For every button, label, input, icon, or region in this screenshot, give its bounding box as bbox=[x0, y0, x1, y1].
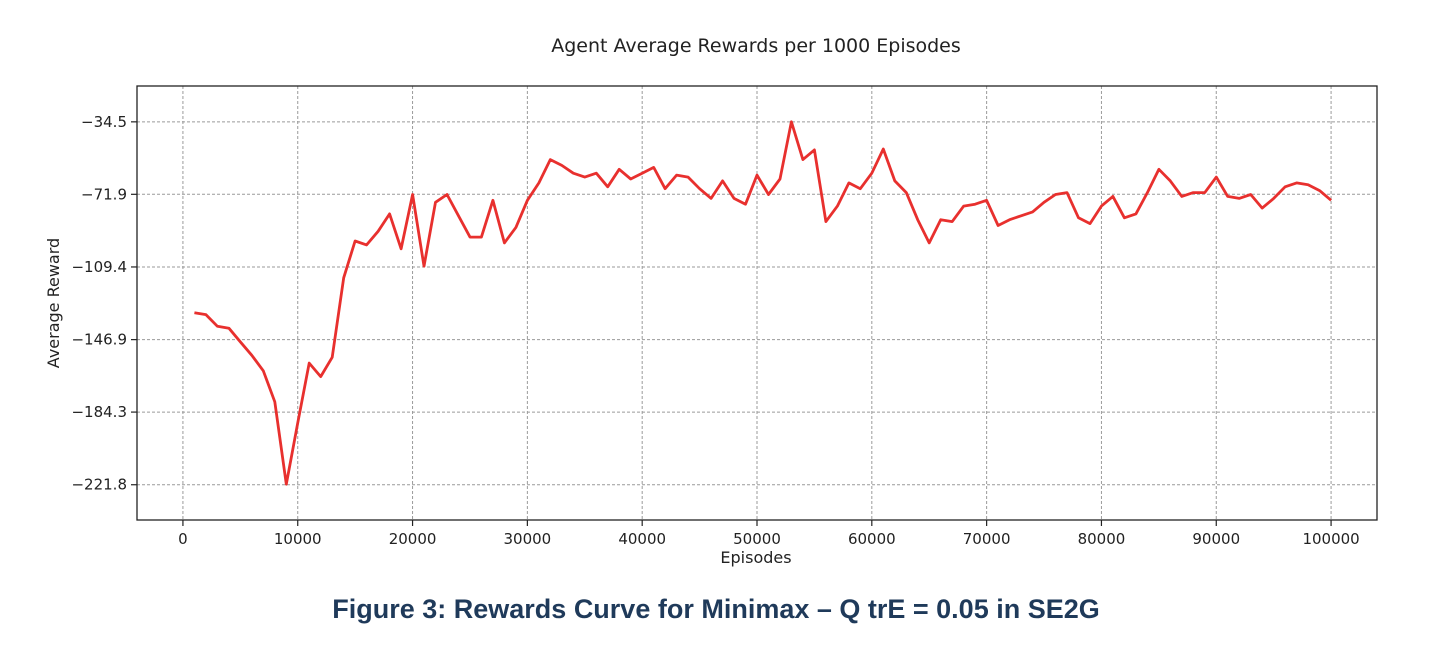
x-tick-label: 70000 bbox=[963, 530, 1011, 548]
line-chart: Agent Average Rewards per 1000 Episodes … bbox=[44, 35, 1378, 567]
x-tick-label: 50000 bbox=[733, 530, 781, 548]
y-tick-label: −221.8 bbox=[71, 476, 127, 494]
x-tick-label: 0 bbox=[178, 530, 188, 548]
y-tick-label: −146.9 bbox=[71, 331, 127, 349]
reward-series-line bbox=[194, 120, 1333, 486]
y-tick-label: −71.9 bbox=[81, 185, 127, 203]
y-axis-label: Average Reward bbox=[44, 238, 63, 368]
chart-title: Agent Average Rewards per 1000 Episodes bbox=[551, 35, 961, 57]
y-tick-label: −34.5 bbox=[81, 113, 127, 131]
figure-caption: Figure 3: Rewards Curve for Minimax – Q … bbox=[332, 594, 1100, 624]
x-axis-label: Episodes bbox=[720, 548, 791, 567]
grid-lines bbox=[137, 86, 1377, 520]
x-tick-label: 10000 bbox=[274, 530, 322, 548]
x-tick-label: 60000 bbox=[848, 530, 896, 548]
y-tick-label: −184.3 bbox=[71, 403, 127, 421]
x-tick-label: 100000 bbox=[1302, 530, 1359, 548]
x-tick-label: 90000 bbox=[1192, 530, 1240, 548]
x-tick-label: 20000 bbox=[389, 530, 437, 548]
x-tick-label: 30000 bbox=[504, 530, 552, 548]
x-tick-label: 80000 bbox=[1078, 530, 1126, 548]
y-axis-ticks: −34.5 −71.9 −109.4 −146.9 −184.3 −221.8 bbox=[71, 113, 137, 494]
x-axis-ticks: 0 10000 20000 30000 40000 50000 60000 70000 8000… bbox=[178, 520, 1360, 548]
plot-frame bbox=[136, 85, 1378, 521]
y-tick-label: −109.4 bbox=[71, 258, 127, 276]
x-tick-label: 40000 bbox=[618, 530, 666, 548]
